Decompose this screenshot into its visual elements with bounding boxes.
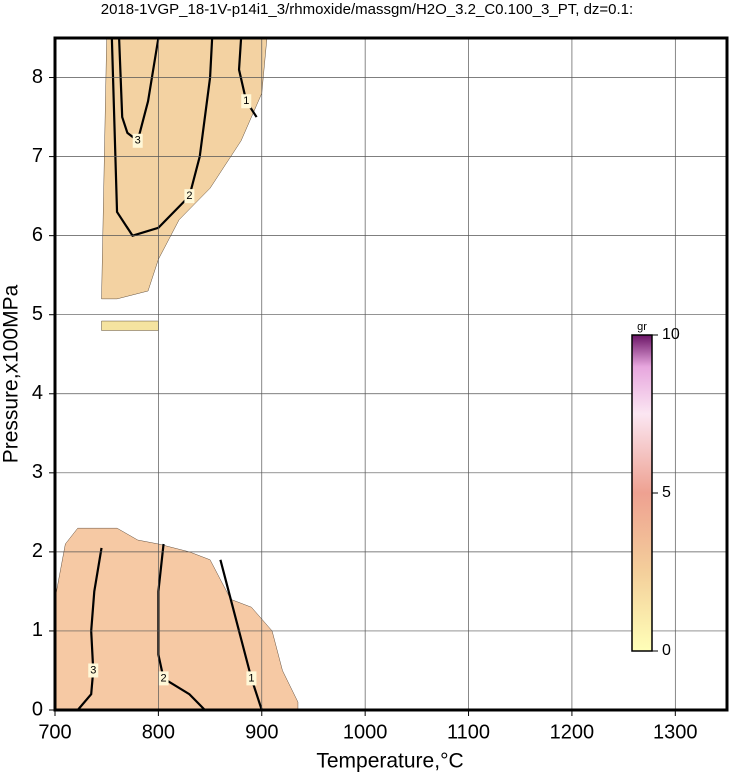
colorbar-label: gr bbox=[637, 321, 647, 333]
contour-label-bg bbox=[88, 663, 99, 678]
y-tick-label: 7 bbox=[32, 145, 43, 167]
x-tick-label: 1200 bbox=[550, 721, 595, 743]
contour-line bbox=[219, 559, 263, 711]
x-tick-label: 1100 bbox=[447, 721, 490, 743]
x-tick-label: 900 bbox=[245, 721, 278, 743]
region bbox=[54, 527, 299, 711]
y-tick-label: 5 bbox=[32, 303, 43, 325]
y-tick-label: 0 bbox=[32, 698, 43, 720]
contour-label-bg bbox=[184, 189, 195, 204]
colorbar bbox=[631, 334, 653, 652]
contour-line bbox=[117, 37, 160, 143]
colorbar-tick-label: 10 bbox=[662, 326, 680, 343]
y-axis-label: Pressure,x100MPa bbox=[0, 284, 23, 463]
contour-label-bg bbox=[158, 671, 169, 686]
contour-label: 1 bbox=[248, 672, 254, 684]
x-tick-label: 700 bbox=[38, 721, 71, 743]
contour-label: 1 bbox=[243, 95, 249, 107]
contour-label: 2 bbox=[186, 190, 192, 202]
x-tick-label: 800 bbox=[142, 721, 175, 743]
region bbox=[101, 320, 159, 331]
chart-title: 2018-1VGP_18-1V-p14i1_3/rhmoxide/massgm/… bbox=[101, 1, 633, 18]
contour-line bbox=[237, 37, 258, 118]
contour-line bbox=[110, 37, 214, 237]
contour-label: 3 bbox=[135, 135, 141, 147]
y-tick-label: 3 bbox=[32, 461, 43, 483]
contour-label-bg bbox=[241, 94, 252, 109]
y-tick-label: 1 bbox=[32, 619, 43, 641]
colorbar-tick-label: 5 bbox=[662, 484, 671, 501]
contour-line bbox=[76, 547, 103, 711]
contour-label: 3 bbox=[90, 664, 96, 676]
contour-label-bg bbox=[246, 671, 257, 686]
y-tick-label: 2 bbox=[32, 540, 43, 562]
region bbox=[101, 37, 268, 300]
contour-label-bg bbox=[132, 133, 143, 148]
plot-frame bbox=[53, 36, 729, 712]
y-tick-label: 4 bbox=[32, 382, 43, 404]
contour-label: 2 bbox=[160, 672, 166, 684]
colorbar-tick-label: 0 bbox=[662, 642, 671, 659]
x-tick-label: 1300 bbox=[653, 721, 698, 743]
x-axis-label: Temperature,°C bbox=[316, 750, 463, 773]
x-tick-label: 1000 bbox=[343, 721, 388, 743]
contour-line bbox=[157, 543, 206, 711]
y-tick-label: 8 bbox=[32, 66, 43, 88]
y-tick-label: 6 bbox=[32, 224, 43, 246]
